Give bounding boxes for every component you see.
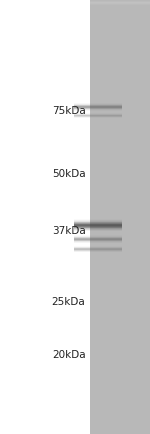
Bar — [90, 7, 150, 14]
Bar — [90, 7, 150, 14]
Bar — [90, 1, 150, 8]
Bar — [90, 2, 150, 9]
Bar — [90, 0, 150, 8]
Text: 20kDa: 20kDa — [52, 349, 86, 358]
Text: 75kDa: 75kDa — [52, 106, 86, 115]
Bar — [90, 3, 150, 10]
Bar — [90, 7, 150, 14]
Bar — [90, 2, 150, 10]
Bar — [90, 2, 150, 9]
Bar — [90, 1, 150, 9]
Bar — [90, 5, 150, 12]
Bar — [90, 0, 150, 434]
Bar — [90, 2, 150, 9]
Bar — [90, 6, 150, 13]
Bar — [90, 3, 150, 11]
Bar — [90, 4, 150, 11]
Bar — [90, 5, 150, 13]
Bar — [90, 0, 150, 8]
Bar — [90, 3, 150, 10]
Bar — [90, 1, 150, 8]
Bar — [90, 3, 150, 11]
Bar — [90, 3, 150, 10]
Bar — [90, 1, 150, 8]
Bar — [90, 5, 150, 13]
Bar — [90, 5, 150, 13]
Bar — [90, 3, 150, 10]
Bar — [90, 6, 150, 13]
Bar — [90, 4, 150, 11]
Bar — [90, 3, 150, 10]
Bar — [90, 6, 150, 13]
Bar — [90, 7, 150, 13]
Bar — [90, 4, 150, 12]
Bar — [90, 7, 150, 14]
Bar — [90, 0, 150, 7]
Bar — [90, 1, 150, 8]
Bar — [90, 7, 150, 14]
Bar — [90, 6, 150, 13]
Bar — [90, 0, 150, 7]
Bar — [90, 4, 150, 11]
Bar — [90, 3, 150, 10]
Text: 25kDa: 25kDa — [52, 297, 86, 306]
Bar — [90, 1, 150, 8]
Bar — [90, 5, 150, 12]
Bar — [90, 0, 150, 7]
Bar — [90, 4, 150, 11]
Bar — [90, 3, 150, 10]
Bar — [90, 5, 150, 12]
Bar — [90, 3, 150, 10]
Bar — [90, 2, 150, 9]
Bar — [90, 5, 150, 12]
Bar — [90, 4, 150, 11]
Bar — [90, 5, 150, 12]
Bar — [90, 6, 150, 13]
Bar — [90, 3, 150, 10]
Bar — [90, 2, 150, 9]
Text: 37kDa: 37kDa — [52, 225, 86, 235]
Bar — [90, 0, 150, 7]
Text: 50kDa: 50kDa — [52, 169, 86, 178]
Bar — [90, 1, 150, 9]
Bar — [90, 2, 150, 10]
Bar — [90, 7, 150, 14]
Bar — [90, 6, 150, 13]
Bar — [90, 6, 150, 13]
Bar — [90, 4, 150, 12]
